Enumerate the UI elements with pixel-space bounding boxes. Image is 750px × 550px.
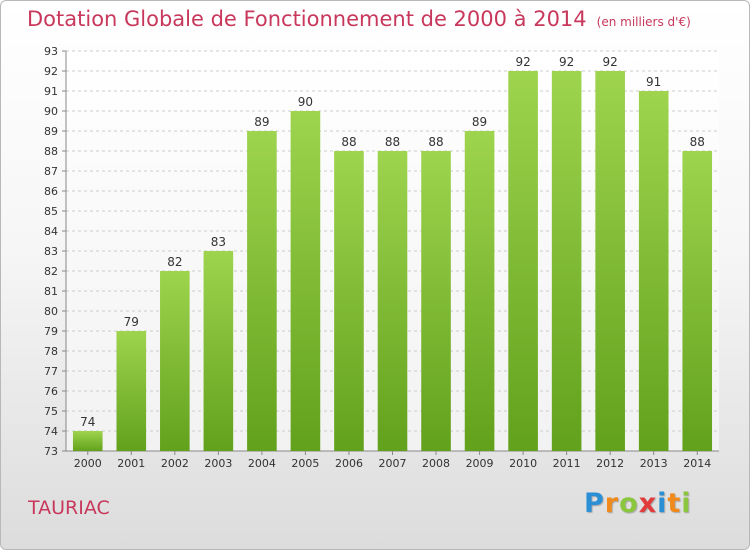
proxiti-logo[interactable]: Proxiti xyxy=(584,488,692,519)
y-tick-label: 90 xyxy=(44,105,58,118)
data-label-2003: 83 xyxy=(211,235,226,249)
bar-2000 xyxy=(72,431,103,451)
y-tick-label: 74 xyxy=(44,425,58,438)
y-tick-label: 89 xyxy=(44,125,58,138)
bar-2012 xyxy=(595,71,625,451)
data-label-2007: 88 xyxy=(385,135,400,149)
x-tick-label-2003: 2003 xyxy=(204,457,232,470)
logo-letter: t xyxy=(667,488,682,519)
logo-letter: i xyxy=(657,488,668,519)
y-tick-label: 93 xyxy=(44,45,58,58)
bar-2005 xyxy=(290,111,321,451)
x-tick-label-2009: 2009 xyxy=(466,457,494,470)
logo-letter: o xyxy=(619,488,639,519)
bar-2002 xyxy=(160,271,190,451)
chart-title: Dotation Globale de Fonctionnement de 20… xyxy=(27,7,691,31)
y-tick-label: 78 xyxy=(44,345,58,358)
bar-2007 xyxy=(377,151,408,451)
x-tick-label-2001: 2001 xyxy=(117,457,145,470)
data-label-2006: 88 xyxy=(341,135,356,149)
x-tick-label-2004: 2004 xyxy=(248,457,276,470)
bar-2010 xyxy=(508,71,538,451)
x-tick-label-2011: 2011 xyxy=(553,457,581,470)
data-label-2010: 92 xyxy=(515,55,530,69)
y-tick-label: 84 xyxy=(44,225,58,238)
bar-2013 xyxy=(638,91,669,451)
bar-2011 xyxy=(551,71,582,451)
data-label-2009: 89 xyxy=(472,115,487,129)
y-tick-label: 88 xyxy=(44,145,58,158)
x-tick-label-2006: 2006 xyxy=(335,457,363,470)
y-tick-label: 79 xyxy=(44,325,58,338)
bar-2006 xyxy=(334,151,364,451)
logo-letter: r xyxy=(604,488,620,519)
x-tick-label-2008: 2008 xyxy=(422,457,450,470)
y-tick-label: 82 xyxy=(44,265,58,278)
data-label-2012: 92 xyxy=(603,55,618,69)
logo-letter: x xyxy=(638,488,658,519)
y-tick-label: 80 xyxy=(44,305,58,318)
x-tick-label-2002: 2002 xyxy=(161,457,189,470)
bar-2009 xyxy=(464,131,495,451)
x-tick-label-2012: 2012 xyxy=(596,457,624,470)
data-label-2000: 74 xyxy=(80,415,95,429)
data-label-2002: 82 xyxy=(167,255,182,269)
data-label-2005: 90 xyxy=(298,95,313,109)
logo-letter: P xyxy=(584,488,605,519)
bar-2001 xyxy=(116,331,147,451)
x-tick-label-2000: 2000 xyxy=(74,457,102,470)
y-tick-label: 86 xyxy=(44,185,58,198)
y-tick-label: 77 xyxy=(44,365,58,378)
bar-2008 xyxy=(421,151,451,451)
bar-2004 xyxy=(247,131,277,451)
chart-title-text: Dotation Globale de Fonctionnement de 20… xyxy=(27,7,587,31)
data-label-2008: 88 xyxy=(428,135,443,149)
x-tick-label-2010: 2010 xyxy=(509,457,537,470)
logo-letter: i xyxy=(681,488,692,519)
data-label-2004: 89 xyxy=(254,115,269,129)
bar-2014 xyxy=(682,151,713,451)
y-tick-label: 91 xyxy=(44,85,58,98)
y-tick-label: 81 xyxy=(44,285,58,298)
y-tick-label: 75 xyxy=(44,405,58,418)
x-tick-label-2005: 2005 xyxy=(291,457,319,470)
y-tick-label: 92 xyxy=(44,65,58,78)
y-tick-label: 73 xyxy=(44,445,58,458)
chart-subtitle: (en milliers d'€) xyxy=(596,15,691,29)
x-tick-label-2007: 2007 xyxy=(379,457,407,470)
y-tick-label: 87 xyxy=(44,165,58,178)
data-label-2011: 92 xyxy=(559,55,574,69)
commune-name: TAURIAC xyxy=(28,497,110,519)
data-label-2014: 88 xyxy=(690,135,705,149)
data-label-2001: 79 xyxy=(124,315,139,329)
data-label-2013: 91 xyxy=(646,75,661,89)
y-tick-label: 85 xyxy=(44,205,58,218)
bar-2003 xyxy=(203,251,234,451)
y-tick-label: 83 xyxy=(44,245,58,258)
y-tick-label: 76 xyxy=(44,385,58,398)
x-tick-label-2014: 2014 xyxy=(683,457,711,470)
x-tick-label-2013: 2013 xyxy=(640,457,668,470)
